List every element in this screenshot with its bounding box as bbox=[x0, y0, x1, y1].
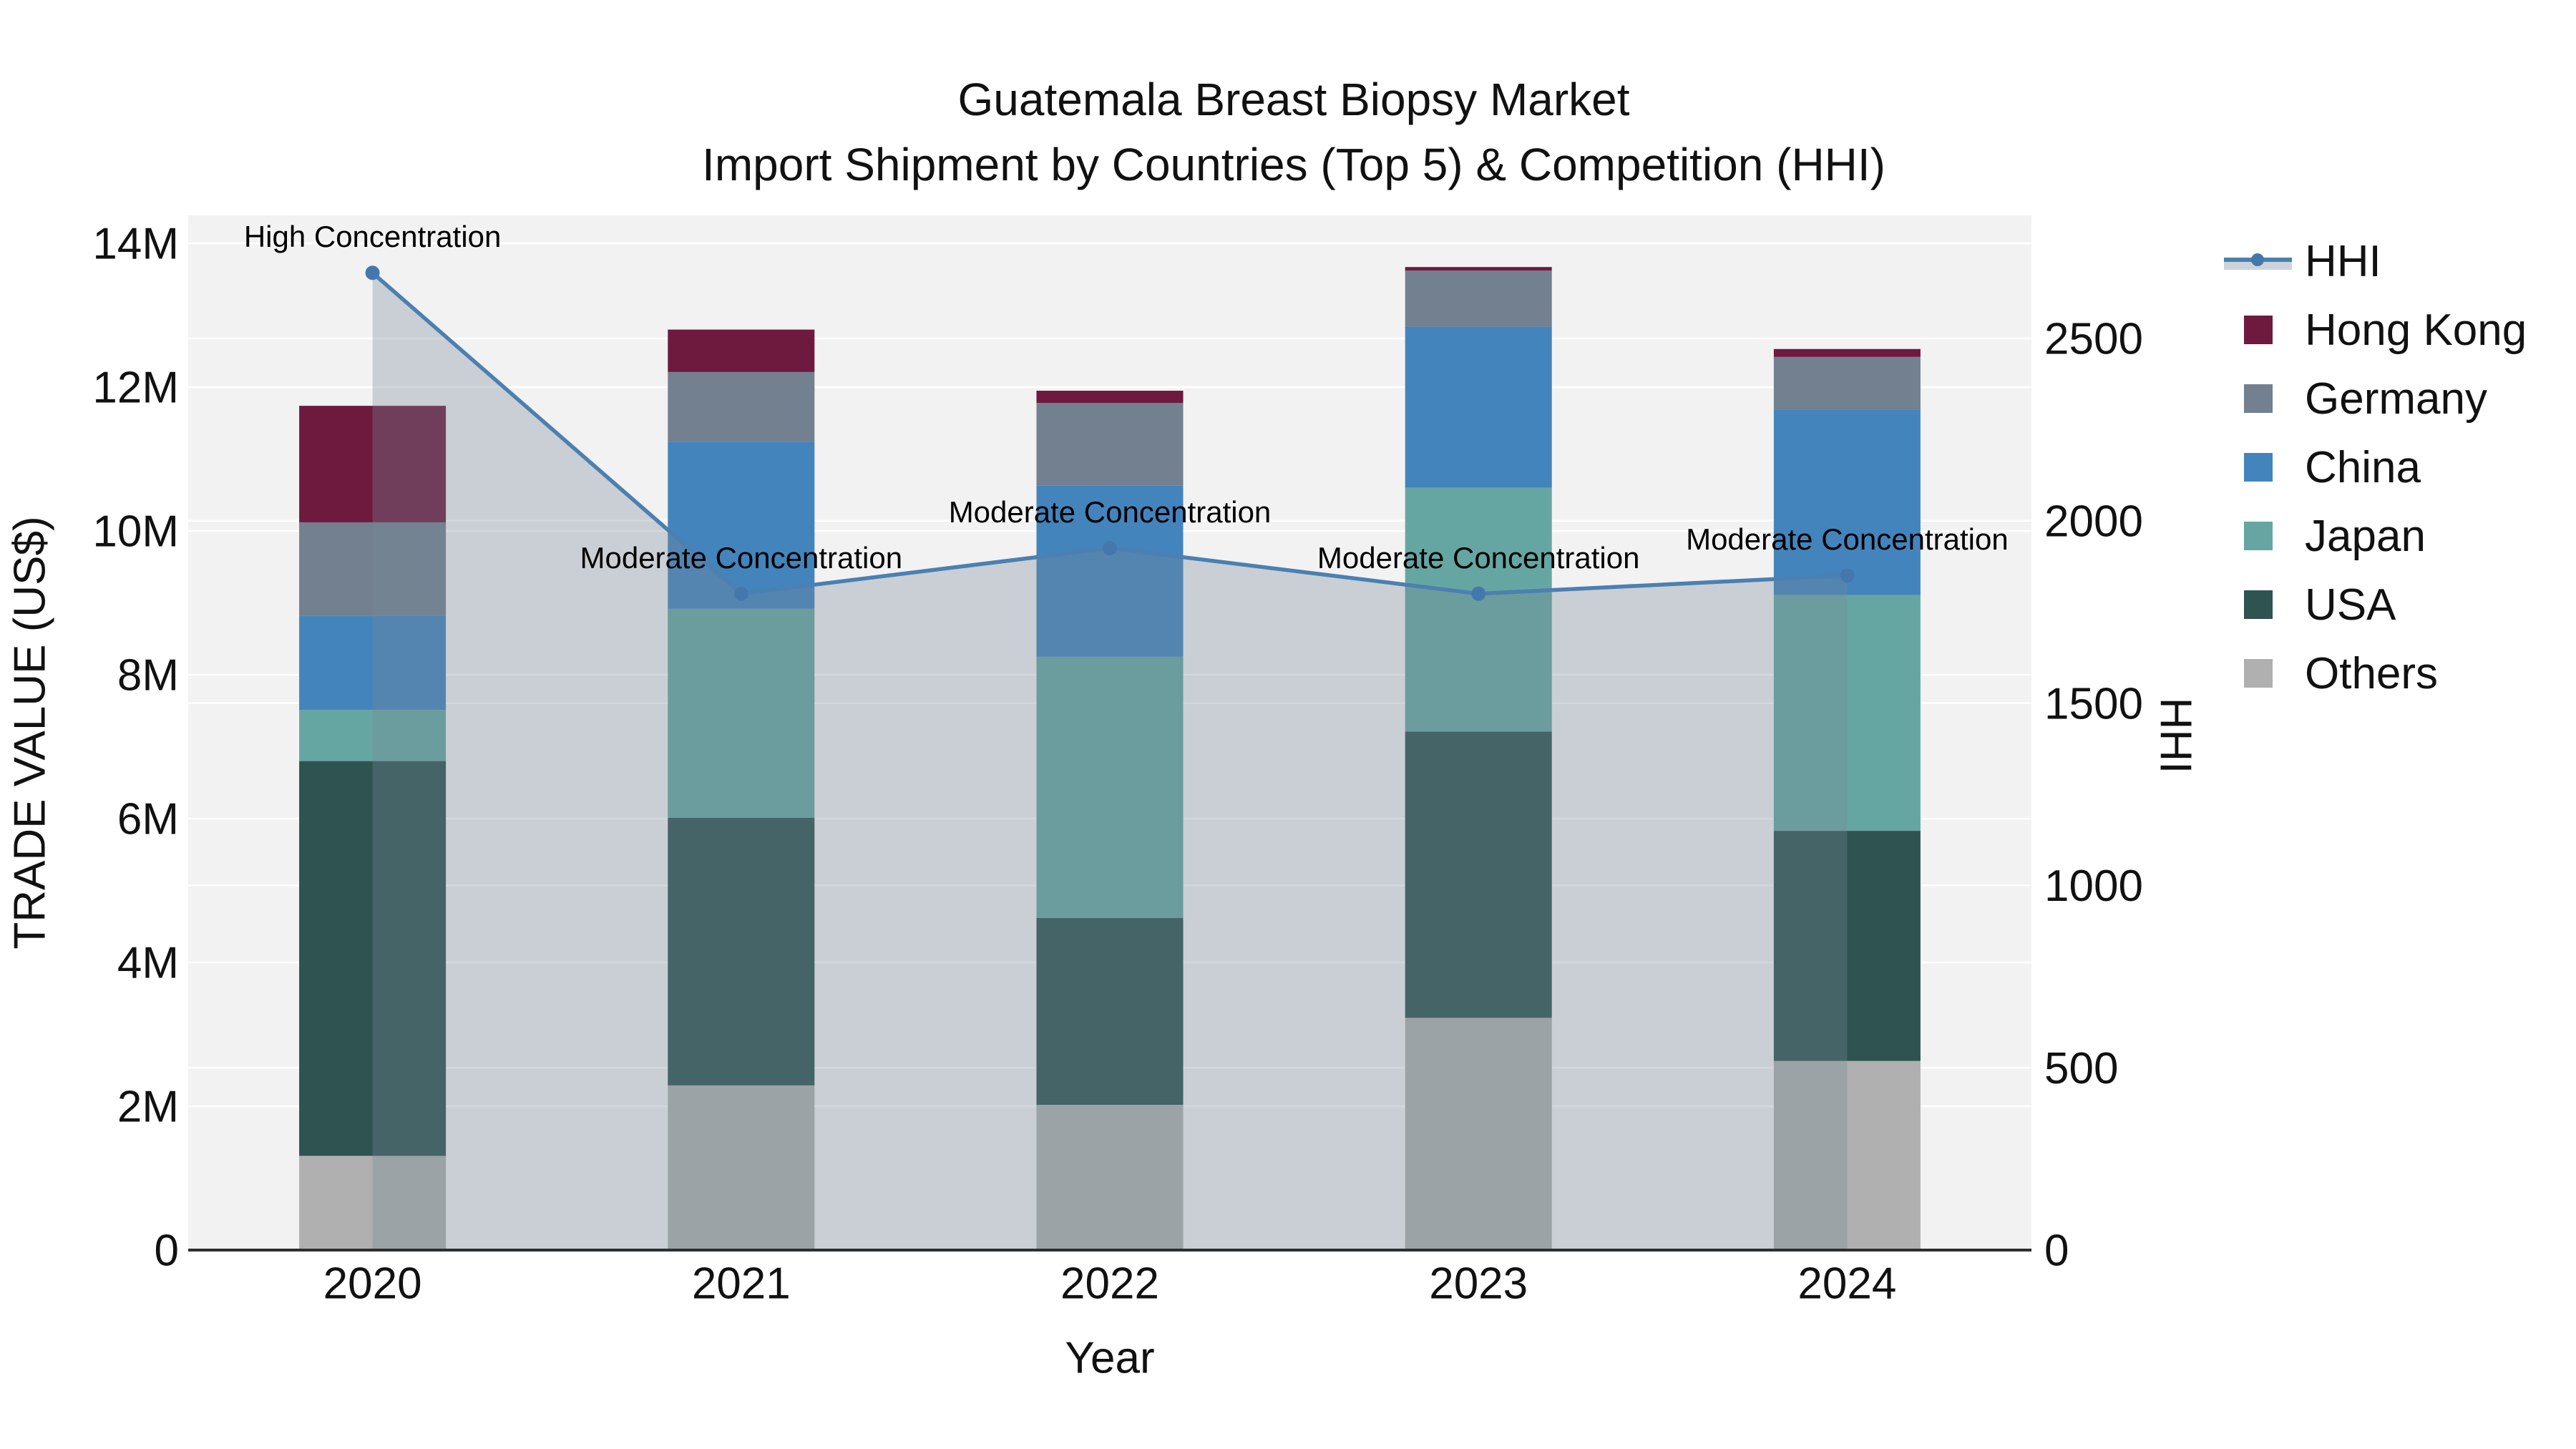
left-axis-title: TRADE VALUE (US$) bbox=[5, 516, 55, 950]
legend-swatch-icon bbox=[2224, 384, 2292, 413]
x-tick-2024: 2024 bbox=[1797, 1259, 1896, 1309]
bar-segment-2021-usa bbox=[668, 817, 815, 1085]
legend-item-hong-kong[interactable]: Hong Kong bbox=[2224, 296, 2527, 364]
left-tick-2M: 2M bbox=[117, 1083, 179, 1132]
color-swatch bbox=[2243, 384, 2273, 413]
bar-segment-2022-hong-kong bbox=[1036, 391, 1184, 404]
bar-segment-2024-japan bbox=[1773, 595, 1921, 831]
legend-item-japan[interactable]: Japan bbox=[2224, 502, 2527, 570]
left-tick-0: 0 bbox=[155, 1226, 179, 1276]
legend-item-usa[interactable]: USA bbox=[2224, 570, 2527, 639]
annotation-2021: Moderate Concentration bbox=[580, 540, 903, 575]
bar-segment-2023-china bbox=[1405, 326, 1552, 488]
bar-segment-2021-germany bbox=[668, 371, 815, 442]
bar-segment-2023-hong-kong bbox=[1405, 267, 1552, 271]
bar-segment-2021-japan bbox=[668, 608, 815, 818]
legend-swatch-icon bbox=[2224, 453, 2292, 482]
bar-segment-2021-china bbox=[668, 441, 815, 609]
bar-segment-2022-germany bbox=[1036, 403, 1184, 486]
legend-item-germany[interactable]: Germany bbox=[2224, 364, 2527, 433]
left-tick-12M: 12M bbox=[92, 364, 179, 413]
annotation-2023: Moderate Concentration bbox=[1317, 540, 1640, 575]
legend-label: USA bbox=[2305, 580, 2396, 630]
right-axis-title: HHI bbox=[2150, 697, 2200, 774]
bar-segment-2022-japan bbox=[1036, 656, 1184, 918]
legend-item-others[interactable]: Others bbox=[2224, 639, 2527, 708]
bar-segment-2021-hong-kong bbox=[668, 329, 815, 372]
bar-segment-2020-hong-kong bbox=[299, 406, 447, 522]
x-axis-title: Year bbox=[1065, 1333, 1155, 1383]
x-tick-2022: 2022 bbox=[1060, 1259, 1159, 1309]
hhi-marker-2024 bbox=[1840, 568, 1855, 583]
bar-segment-2023-usa bbox=[1405, 731, 1552, 1018]
color-swatch bbox=[2243, 522, 2273, 550]
bar-segment-2023-germany bbox=[1405, 270, 1552, 327]
legend-label: Japan bbox=[2305, 511, 2426, 561]
legend-label: China bbox=[2305, 442, 2421, 492]
x-tick-2023: 2023 bbox=[1429, 1259, 1528, 1309]
legend-label: Germany bbox=[2305, 374, 2487, 424]
bar-segment-2020-others bbox=[299, 1156, 447, 1250]
left-tick-8M: 8M bbox=[117, 651, 179, 701]
bar-segment-2023-japan bbox=[1405, 487, 1552, 732]
color-swatch bbox=[2243, 316, 2273, 344]
bar-segment-2020-usa bbox=[299, 761, 447, 1156]
annotation-2022: Moderate Concentration bbox=[948, 495, 1272, 530]
legend-label: HHI bbox=[2305, 236, 2381, 286]
bar-segment-2020-japan bbox=[299, 710, 447, 761]
bar-segment-2020-china bbox=[299, 615, 447, 711]
hhi-marker-2022 bbox=[1103, 541, 1117, 556]
bar-segment-2023-others bbox=[1405, 1018, 1552, 1250]
legend-swatch-icon bbox=[2224, 522, 2292, 550]
bar-segment-2024-others bbox=[1773, 1060, 1921, 1250]
annotation-2024: Moderate Concentration bbox=[1686, 522, 2009, 557]
chart-title-line1: Guatemala Breast Biopsy Market bbox=[957, 74, 1630, 125]
bar-segment-2024-hong-kong bbox=[1773, 348, 1921, 357]
bar-segment-2024-china bbox=[1773, 409, 1921, 595]
bar-segment-2022-others bbox=[1036, 1104, 1184, 1250]
color-swatch bbox=[2243, 453, 2273, 482]
legend-swatch-icon bbox=[2224, 590, 2292, 619]
bar-segment-2024-germany bbox=[1773, 356, 1921, 410]
legend-label: Hong Kong bbox=[2305, 305, 2527, 355]
right-tick-1500: 1500 bbox=[2044, 679, 2143, 728]
chart-title-line2: Import Shipment by Countries (Top 5) & C… bbox=[702, 138, 1885, 190]
left-tick-10M: 10M bbox=[92, 507, 179, 557]
bar-segment-2022-usa bbox=[1036, 917, 1184, 1105]
legend-item-china[interactable]: China bbox=[2224, 433, 2527, 502]
left-tick-6M: 6M bbox=[117, 795, 179, 844]
right-tick-500: 500 bbox=[2044, 1044, 2118, 1093]
legend-item-hhi[interactable]: HHI bbox=[2224, 227, 2527, 296]
color-swatch bbox=[2243, 590, 2273, 619]
left-tick-14M: 14M bbox=[92, 220, 179, 269]
x-tick-2021: 2021 bbox=[692, 1259, 791, 1309]
bar-segment-2021-others bbox=[668, 1085, 815, 1250]
x-tick-2020: 2020 bbox=[323, 1259, 422, 1309]
annotation-2020: High Concentration bbox=[243, 220, 502, 254]
legend-label: Others bbox=[2305, 648, 2439, 698]
bar-segment-2022-china bbox=[1036, 485, 1184, 657]
bar-segment-2024-usa bbox=[1773, 831, 1921, 1061]
bar-segment-2020-germany bbox=[299, 522, 447, 616]
hhi-marker-2020 bbox=[365, 265, 380, 280]
hhi-area-fill bbox=[372, 273, 1848, 1251]
hhi-line-icon bbox=[2224, 247, 2292, 275]
hhi-marker-2021 bbox=[733, 586, 748, 601]
hhi-marker-2023 bbox=[1471, 586, 1486, 601]
right-tick-2000: 2000 bbox=[2044, 497, 2143, 547]
legend-swatch-icon bbox=[2224, 659, 2292, 688]
legend: HHI Hong Kong Germany China Japan USA Others bbox=[2224, 227, 2527, 708]
right-tick-2500: 2500 bbox=[2044, 315, 2143, 364]
right-tick-1000: 1000 bbox=[2044, 862, 2143, 911]
left-tick-4M: 4M bbox=[117, 939, 179, 988]
color-swatch bbox=[2243, 659, 2273, 688]
chart-title: Guatemala Breast Biopsy Market Import Sh… bbox=[702, 67, 1885, 197]
legend-swatch-icon bbox=[2224, 316, 2292, 344]
right-tick-0: 0 bbox=[2044, 1226, 2069, 1276]
